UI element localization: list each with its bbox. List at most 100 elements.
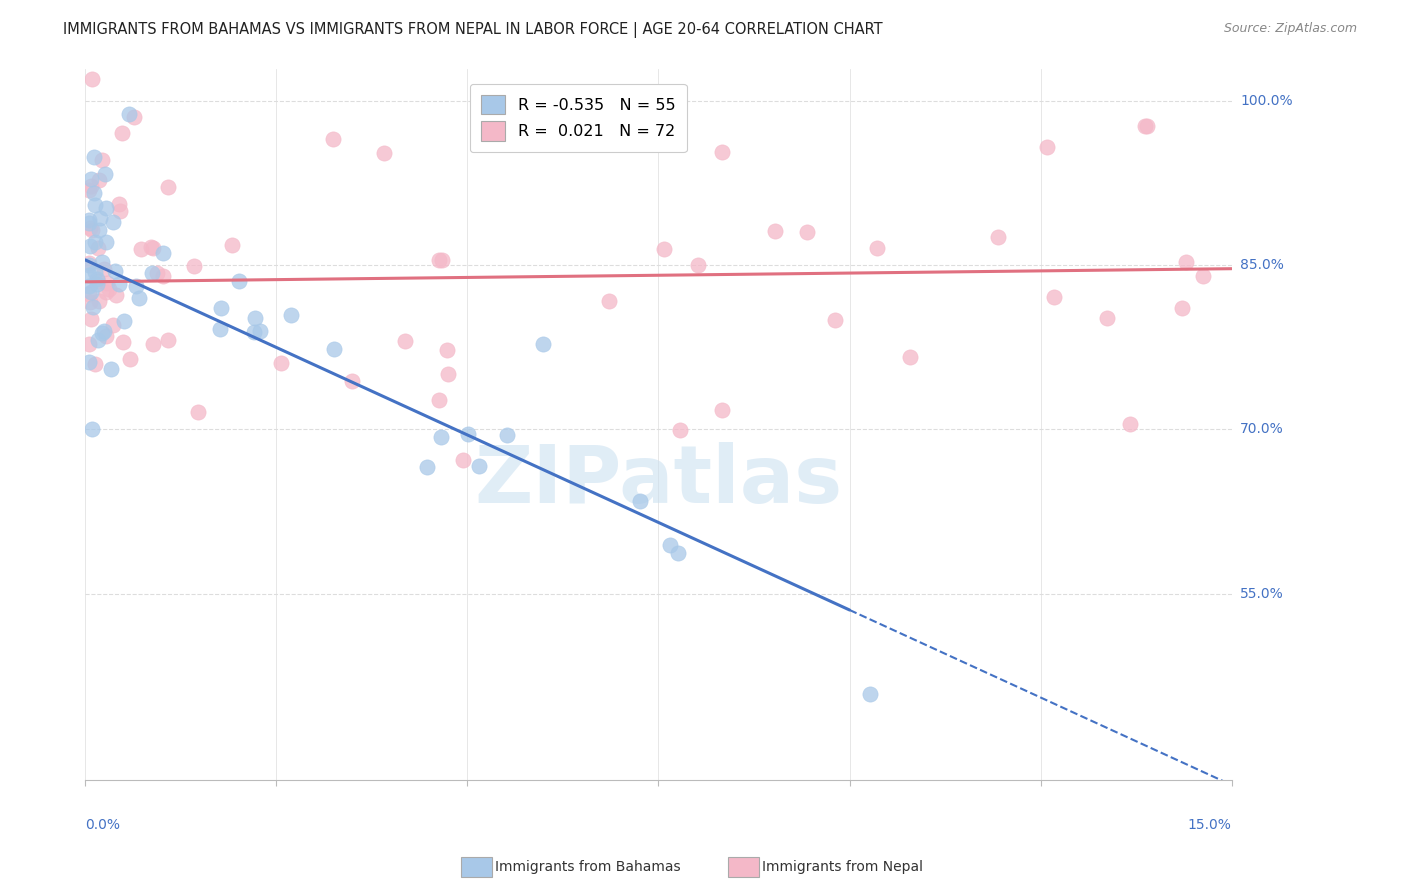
Point (270, 356, 292, 370)
Point (77, 255, 100, 269)
Point (84, 198, 107, 212)
Point (221, 237, 243, 252)
Point (77, 212, 100, 227)
Point (1135, 120, 1157, 134)
Point (83, 150, 105, 164)
Point (77, 279, 100, 293)
Point (83, 186, 105, 200)
Text: ZIPatlas: ZIPatlas (474, 442, 842, 520)
Text: 70.0%: 70.0% (1240, 423, 1284, 436)
Point (152, 246, 174, 260)
Point (243, 311, 266, 326)
Point (659, 538, 682, 552)
Point (1170, 301, 1192, 315)
Point (427, 393, 450, 408)
Point (83, 235, 105, 249)
Point (156, 333, 179, 347)
Point (79, 268, 101, 283)
Point (108, 277, 131, 291)
Text: Immigrants from Nepal: Immigrants from Nepal (762, 860, 924, 874)
Point (77, 259, 100, 273)
Point (141, 240, 163, 254)
Point (436, 343, 458, 358)
Point (457, 427, 479, 442)
Point (763, 223, 786, 237)
Point (87, 223, 110, 237)
Point (108, 197, 131, 211)
Point (859, 687, 882, 701)
Point (84, 265, 107, 279)
Point (87, 293, 110, 308)
Point (80, 422, 103, 436)
Point (94, 201, 117, 215)
Point (111, 335, 134, 350)
Point (898, 350, 921, 364)
Point (152, 268, 174, 283)
Point (145, 266, 167, 280)
Point (824, 313, 846, 327)
Point (468, 458, 491, 473)
Point (94, 235, 117, 250)
Point (128, 291, 150, 305)
Point (654, 242, 676, 256)
Point (1136, 120, 1159, 134)
Text: Immigrants from Bahamas: Immigrants from Bahamas (495, 860, 681, 874)
Point (93, 261, 115, 276)
Point (87, 274, 110, 288)
Point (83, 358, 105, 372)
Point (142, 336, 165, 351)
Point (668, 546, 690, 560)
Point (104, 264, 127, 278)
Text: 85.0%: 85.0% (1240, 259, 1284, 272)
Point (94, 329, 117, 343)
Point (89, 211, 111, 225)
Point (1192, 269, 1215, 284)
Point (156, 180, 179, 194)
Point (101, 318, 124, 332)
Point (322, 132, 344, 146)
Point (87, 173, 110, 187)
Point (280, 308, 302, 322)
Point (987, 230, 1010, 244)
Point (100, 361, 122, 376)
Point (598, 294, 620, 309)
Point (669, 423, 692, 437)
Point (451, 453, 474, 467)
Point (711, 402, 734, 417)
Point (1095, 310, 1118, 325)
Point (416, 459, 439, 474)
Point (96, 276, 118, 290)
Point (495, 427, 517, 442)
Point (87, 333, 110, 347)
Point (142, 240, 165, 254)
Point (243, 325, 266, 339)
Point (94, 167, 117, 181)
Point (104, 288, 127, 302)
Point (1174, 255, 1197, 269)
Point (118, 351, 141, 366)
Point (186, 405, 208, 419)
Point (1119, 417, 1142, 431)
Point (101, 215, 124, 229)
Point (1035, 140, 1057, 154)
Point (533, 337, 555, 351)
Point (77, 287, 100, 301)
Legend: R = -0.535   N = 55, R =  0.021   N = 72: R = -0.535 N = 55, R = 0.021 N = 72 (470, 84, 686, 153)
Point (710, 145, 733, 159)
Point (80, 223, 103, 237)
Point (141, 267, 163, 281)
Point (209, 301, 232, 315)
Point (77, 216, 100, 230)
Point (80, 171, 103, 186)
Point (118, 106, 141, 120)
Point (183, 259, 205, 273)
Point (340, 374, 363, 388)
Point (96, 285, 118, 299)
Point (427, 253, 450, 268)
Point (122, 110, 145, 124)
Text: 0.0%: 0.0% (86, 818, 121, 832)
Point (77, 355, 100, 369)
Point (111, 127, 134, 141)
Point (208, 322, 231, 336)
Point (437, 368, 460, 382)
